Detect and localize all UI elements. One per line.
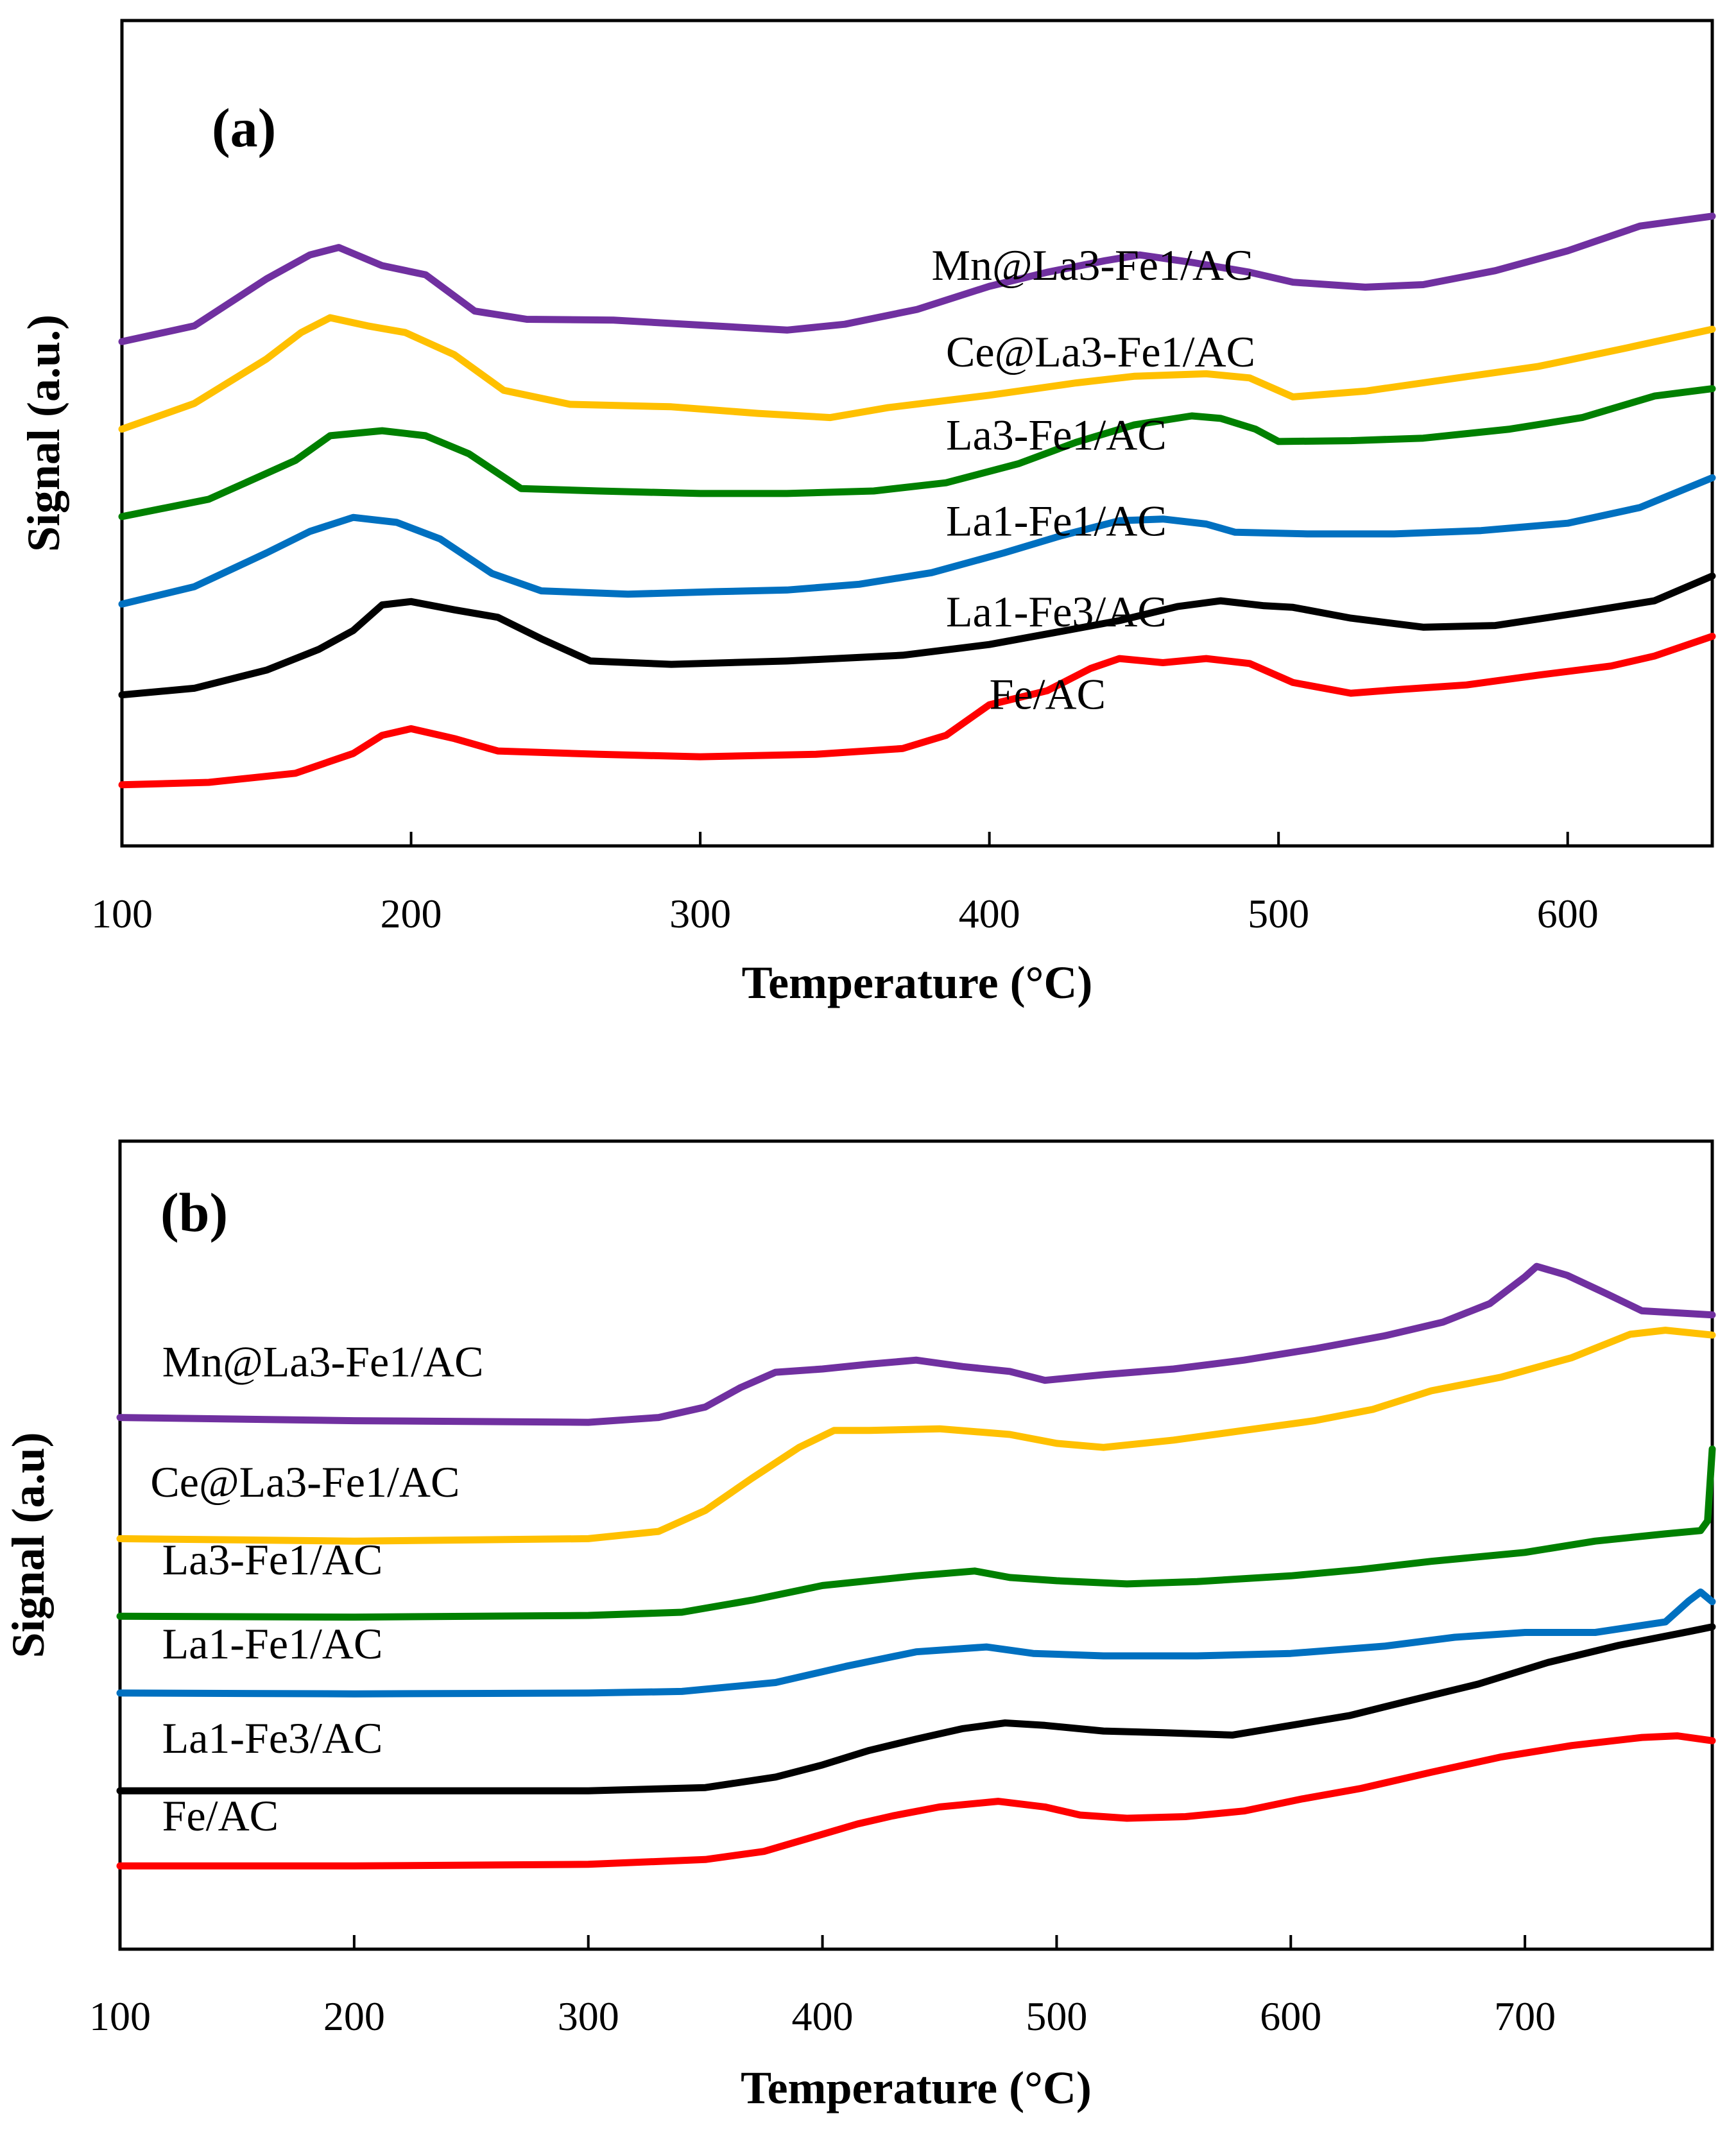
- x-tick-label: 400: [792, 1993, 854, 2039]
- series-line: [118, 314, 1716, 433]
- x-tick-label: 100: [91, 891, 153, 936]
- x-tick-label: 600: [1537, 891, 1599, 936]
- series-labels: Mn@La3-Fe1/AC Ce@La3-Fe1/AC La3-Fe1/AC La1-…: [150, 1337, 483, 1840]
- x-axis-title: Temperature (°C): [742, 957, 1093, 1008]
- x-axis-title: Temperature (°C): [741, 2062, 1092, 2113]
- series-lines: [116, 1262, 1716, 1870]
- x-tick-label: 500: [1026, 1993, 1087, 2039]
- series-line: [116, 1732, 1716, 1870]
- series-label: Fe/AC: [162, 1791, 279, 1840]
- x-tick-label: 300: [669, 891, 731, 936]
- x-tick-label: 300: [558, 1993, 619, 2039]
- chart-panel-b: 100 200 300 400 500 600 700 Mn@La3-Fe1/AC Ce@La…: [3, 1139, 1716, 2113]
- series-line: [118, 474, 1716, 608]
- panel-label: (b): [160, 1182, 228, 1243]
- x-axis-ticks: 100 200 300 400 500 600: [91, 832, 1599, 936]
- series-line: [116, 1445, 1716, 1621]
- series-label: La3-Fe1/AC: [162, 1535, 383, 1584]
- series-line: [118, 572, 1716, 699]
- series-label: La1-Fe1/AC: [946, 496, 1167, 545]
- series-label: Mn@La3-Fe1/AC: [932, 241, 1253, 289]
- plot-area-frame: [120, 19, 1714, 848]
- series-label: Fe/AC: [990, 670, 1106, 719]
- series-label: La1-Fe1/AC: [162, 1619, 383, 1668]
- series-line: [118, 632, 1716, 789]
- series-label: La1-Fe3/AC: [162, 1714, 383, 1762]
- y-axis-title: Signal (a.u): [3, 1432, 54, 1658]
- x-axis-ticks: 100 200 300 400 500 600 700: [89, 1935, 1556, 2039]
- x-tick-label: 200: [381, 891, 442, 936]
- x-tick-label: 100: [89, 1993, 151, 2039]
- series-line: [116, 1327, 1716, 1545]
- series-label: Ce@La3-Fe1/AC: [946, 327, 1255, 376]
- x-tick-label: 600: [1260, 1993, 1321, 2039]
- series-labels: Mn@La3-Fe1/AC Ce@La3-Fe1/AC La3-Fe1/AC La1-…: [932, 241, 1255, 719]
- series-line: [116, 1588, 1716, 1698]
- x-tick-label: 700: [1494, 1993, 1556, 2039]
- series-label: Ce@La3-Fe1/AC: [150, 1458, 460, 1506]
- y-axis-title: Signal (a.u.): [18, 314, 69, 552]
- plot-area-frame: [118, 1139, 1714, 1951]
- chart-panel-a: 100 200 300 400 500 600 Mn@La3-Fe1/AC Ce@La3-F…: [18, 19, 1716, 1008]
- series-line: [118, 385, 1716, 521]
- x-tick-label: 200: [323, 1993, 385, 2039]
- x-tick-label: 400: [959, 891, 1020, 936]
- series-line: [116, 1262, 1716, 1426]
- x-tick-label: 500: [1248, 891, 1309, 936]
- series-line: [118, 212, 1716, 345]
- series-label: Mn@La3-Fe1/AC: [162, 1337, 484, 1386]
- series-line: [116, 1623, 1716, 1794]
- panel-label: (a): [212, 97, 276, 159]
- series-lines: [118, 212, 1716, 789]
- series-label: La1-Fe3/AC: [946, 587, 1167, 636]
- series-label: La3-Fe1/AC: [946, 411, 1167, 460]
